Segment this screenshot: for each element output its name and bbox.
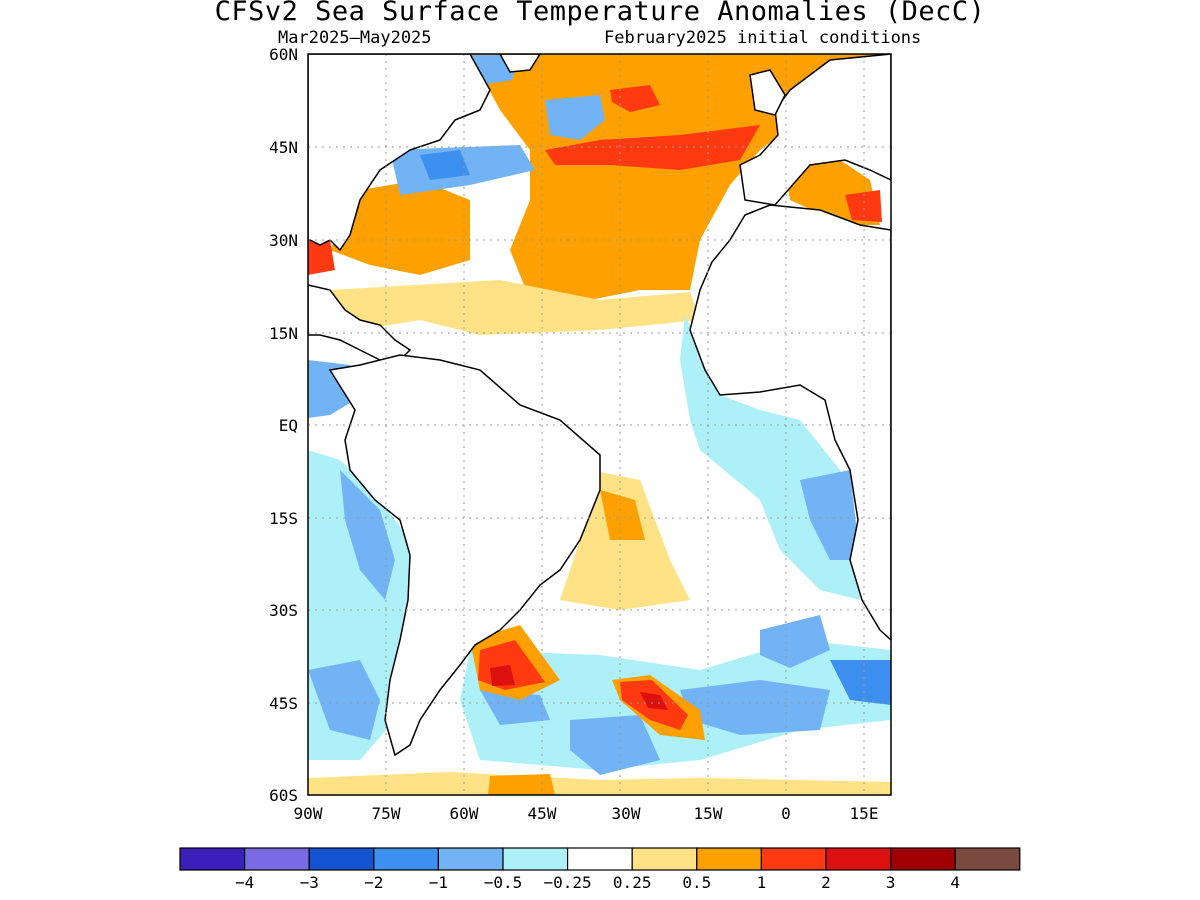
legend-label: −0.5 [484,873,523,892]
lat-label: 60S [269,786,298,805]
legend-swatch [631,847,698,871]
lat-label: 30S [269,601,298,620]
anomaly-cold-north-1 [545,95,605,140]
legend-label: −4 [235,873,254,892]
lon-label: 45W [528,804,557,823]
legend-label: 3 [886,873,896,892]
uk-outline [749,69,786,116]
anomaly-hot-north [610,85,660,112]
anomaly-orange-south-edge [488,774,555,795]
anomaly-cold-angola [800,470,860,560]
map-title: CFSv2 Sea Surface Temperature Anomalies … [214,0,986,27]
lon-label: 15W [694,804,723,823]
legend-swatch [889,847,956,871]
lat-label: 45S [269,694,298,713]
anomaly-colder-southern [830,660,891,705]
legend-label: 0.25 [613,873,652,892]
legend-label: 4 [950,873,960,892]
legend-swatch [308,847,375,871]
legend-label: 2 [821,873,831,892]
latitude-labels: 60N 45N 30N 15N EQ 15S 30S 45S 60S [269,45,298,805]
legend-label: −3 [300,873,319,892]
anomaly-pale-subtropics [320,280,700,335]
lon-label: 15E [850,804,879,823]
anomaly-cold-southern-3 [570,715,660,775]
legend-swatch [244,847,310,871]
legend-swatch [954,847,1021,871]
africa-outline [689,204,891,642]
greenland-outline [499,54,541,73]
legend-label: 1 [757,873,767,892]
anomaly-hot-gulf [308,240,335,275]
legend-swatch [373,847,439,871]
legend-label: −2 [364,873,383,892]
anomaly-cold-southern-1 [680,680,830,735]
map-frame [307,53,892,796]
legend-label: −1 [429,873,448,892]
lat-label: 15N [269,324,298,343]
lat-label: 45N [269,138,298,157]
legend-swatch [179,847,246,871]
lon-label: 90W [294,804,323,823]
anomaly-warm-gulfstream [330,180,470,275]
legend-swatch [566,847,633,871]
legend-swatch [437,847,504,871]
anomaly-warmer-brazil [600,490,645,540]
anomaly-cold-southern-4 [480,690,550,725]
legend-labels: −4 −3 −2 −1 −0.5 −0.25 0.25 0.5 1 2 3 4 [235,873,960,892]
europe-outline [739,54,891,206]
legend-label: −0.25 [544,873,592,892]
legend-swatch [502,847,569,871]
anomaly-warm-south-edge [308,772,891,795]
anomaly-very-hot-south-mid [640,692,668,710]
lon-label: 30W [612,804,641,823]
lat-label: 60N [269,45,298,64]
legend-label: 0.5 [682,873,711,892]
anomaly-cold-pacific [340,470,395,600]
north-america-outline [308,54,491,252]
legend-swatches [179,847,1021,871]
forecast-period: Mar2025—May2025 [278,28,432,48]
legend-swatch [760,847,827,871]
graticule [308,54,891,795]
longitude-labels: 90W 75W 60W 45W 30W 15W 0 15E [294,804,879,823]
anomaly-colder-labrador [420,150,470,180]
legend-swatch [825,847,892,871]
lat-label: 30N [269,231,298,250]
lat-label: EQ [279,416,298,435]
anomaly-very-hot-falklands [490,665,515,686]
lon-label: 0 [781,804,791,823]
lat-label: 15S [269,509,298,528]
anomaly-cold-southern-2 [760,615,830,668]
south-america-outline [328,354,601,757]
legend-swatch [696,847,762,871]
lon-label: 75W [372,804,401,823]
land-outlines [308,54,891,757]
lon-label: 60W [450,804,479,823]
anomaly-cold-pacific-south [308,660,380,740]
initial-conditions: February2025 initial conditions [604,28,922,48]
anomaly-hot-med [845,190,882,222]
